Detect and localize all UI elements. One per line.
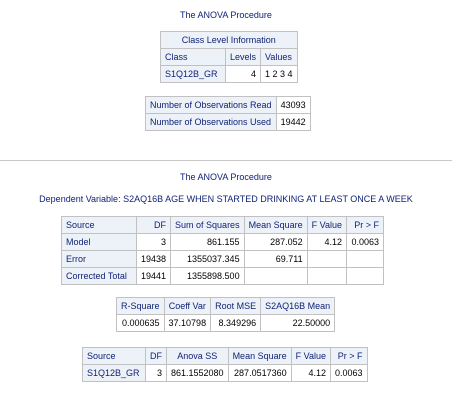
root-mse-value: 8.349296 [210, 314, 262, 332]
source-header: Source [61, 216, 137, 234]
pr-f-header: Pr > F [329, 347, 368, 365]
model-ms: 287.052 [243, 233, 308, 251]
source-pr: 0.0063 [329, 364, 368, 382]
error-df: 19438 [135, 250, 172, 268]
df-header: DF [135, 216, 172, 234]
obs-read-label: Number of Observations Read [145, 96, 277, 114]
total-f [306, 267, 347, 285]
table-row: Number of Observations Read 43093 [145, 96, 311, 114]
source-ss: 861.1552080 [166, 364, 229, 382]
table-row: S1Q12B_GR 3 861.1552080 287.0517360 4.12… [82, 364, 368, 382]
ss-header: Sum of Squares [170, 216, 245, 234]
table-row: Error 19438 1355037.345 69.711 [61, 250, 384, 268]
model-pr: 0.0063 [345, 233, 384, 251]
table-row: Model 3 861.155 287.052 4.12 0.0063 [61, 233, 384, 251]
class-header: Class [160, 48, 226, 66]
error-ms: 69.711 [243, 250, 308, 268]
table-row: Corrected Total 19441 1355898.500 [61, 267, 384, 285]
root-mse-header: Root MSE [210, 297, 262, 315]
error-pr [345, 250, 384, 268]
section-divider [0, 160, 452, 161]
coeff-var-header: Coeff Var [163, 297, 212, 315]
procedure-title: The ANOVA Procedure [180, 10, 272, 20]
df-header: DF [145, 347, 167, 365]
values-cell: 1 2 3 4 [260, 65, 298, 83]
f-value-header: F Value [290, 347, 331, 365]
total-label: Corrected Total [61, 267, 137, 285]
dependent-mean-value: 22.50000 [260, 314, 336, 332]
model-df: 3 [135, 233, 172, 251]
class-level-table: Class Level Information Class Levels Val… [160, 31, 298, 83]
coeff-var-value: 37.10798 [163, 314, 212, 332]
obs-used-value: 19442 [275, 113, 311, 131]
error-label: Error [61, 250, 137, 268]
obs-used-label: Number of Observations Used [145, 113, 277, 131]
class-level-caption: Class Level Information [160, 31, 298, 49]
observations-table: Number of Observations Read 43093 Number… [145, 96, 311, 131]
model-label: Model [61, 233, 137, 251]
dependent-variable-title: Dependent Variable: S2AQ16B AGE WHEN STA… [39, 194, 413, 204]
error-f [306, 250, 347, 268]
total-ms [243, 267, 308, 285]
pr-f-header: Pr > F [345, 216, 384, 234]
source-f: 4.12 [290, 364, 331, 382]
table-row: S1Q12B_GR 4 1 2 3 4 [160, 65, 298, 83]
class-name-cell: S1Q12B_GR [160, 65, 226, 83]
levels-cell: 4 [224, 65, 262, 83]
ms-header: Mean Square [227, 347, 292, 365]
ms-header: Mean Square [243, 216, 308, 234]
source-ms: 287.0517360 [227, 364, 292, 382]
table-row: Number of Observations Used 19442 [145, 113, 311, 131]
error-ss: 1355037.345 [170, 250, 245, 268]
fit-statistics-table: R-Square Coeff Var Root MSE S2AQ16B Mean… [116, 297, 336, 332]
anova-ss-table: Source DF Anova SS Mean Square F Value P… [82, 347, 368, 382]
anova-table: Source DF Sum of Squares Mean Square F V… [61, 216, 384, 285]
anova-ss-header: Anova SS [166, 347, 229, 365]
f-value-header: F Value [306, 216, 347, 234]
total-ss: 1355898.500 [170, 267, 245, 285]
model-ss: 861.155 [170, 233, 245, 251]
values-header: Values [260, 48, 298, 66]
obs-read-value: 43093 [275, 96, 311, 114]
total-df: 19441 [135, 267, 172, 285]
r-square-value: 0.000635 [116, 314, 165, 332]
source-df: 3 [145, 364, 167, 382]
levels-header: Levels [224, 48, 262, 66]
table-row: 0.000635 37.10798 8.349296 22.50000 [116, 314, 336, 332]
procedure-title-2: The ANOVA Procedure [180, 172, 272, 182]
source-label: S1Q12B_GR [82, 364, 146, 382]
dependent-mean-header: S2AQ16B Mean [260, 297, 336, 315]
r-square-header: R-Square [116, 297, 165, 315]
source-header: Source [82, 347, 146, 365]
total-pr [345, 267, 384, 285]
model-f: 4.12 [306, 233, 347, 251]
